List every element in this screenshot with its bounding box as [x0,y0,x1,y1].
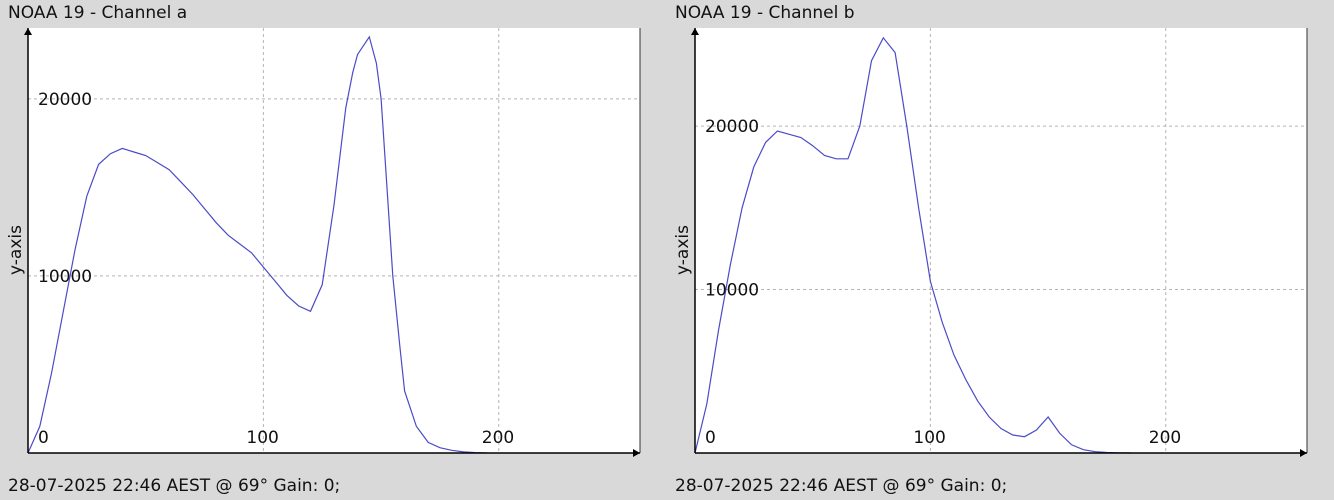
x-tick-label-b: 100 [913,428,945,448]
plot-area-b [695,28,1307,453]
y-axis-arrow-a [24,28,32,35]
chart-title-a: NOAA 19 - Channel a [8,3,188,23]
chart-plot-a: 0 100 200 10000 20000 y-axis [6,28,641,457]
chart-title-b: NOAA 19 - Channel b [675,3,855,23]
x-tick-label-a: 0 [38,428,49,448]
plot-area-a [28,28,640,453]
x-tick-label-b: 0 [705,428,716,448]
x-axis-arrow-b [1300,449,1307,457]
x-tick-label-a: 200 [482,428,514,448]
y-tick-label-b: 20000 [705,117,759,137]
series-line-b [694,36,1131,454]
series-line-a [27,35,488,454]
chart-footer-a: 28-07-2025 22:46 AEST @ 69° Gain: 0; [8,476,341,496]
x-tick-label-b: 200 [1149,428,1181,448]
y-tick-label-a: 10000 [38,267,92,287]
y-tick-label-a: 20000 [38,90,92,110]
chart-panel-b: NOAA 19 - Channel b 0 100 200 10000 20000 y-a… [667,0,1334,500]
y-axis-arrow-b [691,28,699,35]
chart-footer-b: 28-07-2025 22:46 AEST @ 69° Gain: 0; [675,476,1008,496]
y-axis-label-a: y-axis [6,225,26,275]
x-axis-arrow-a [633,449,640,457]
chart-panel-a: NOAA 19 - Channel a 0 100 200 10000 20000 y-a… [6,3,641,496]
y-tick-label-b: 10000 [705,281,759,301]
x-tick-label-a: 100 [246,428,278,448]
chart-plot-b: 0 100 200 10000 20000 y-axis [673,28,1308,457]
y-axis-label-b: y-axis [673,225,693,275]
